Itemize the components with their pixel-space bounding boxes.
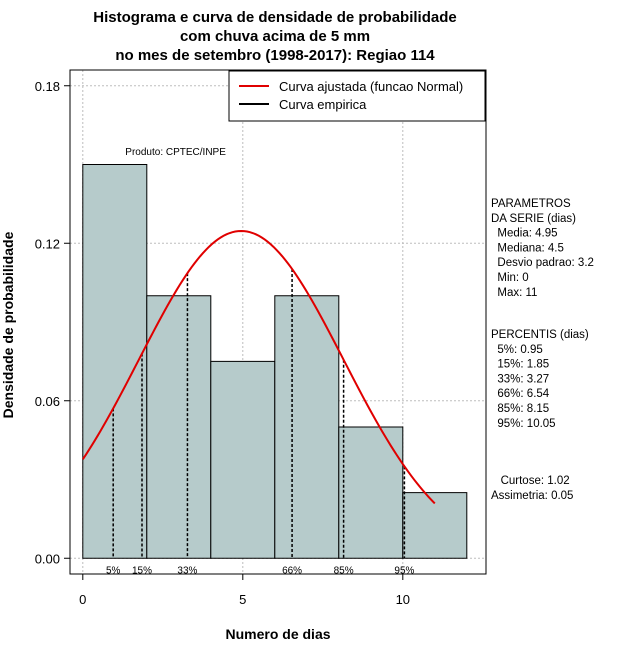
- percentile-label: 5%: [106, 565, 121, 576]
- percentile-label: 66%: [282, 565, 302, 576]
- percentile-label: 15%: [132, 565, 152, 576]
- percentile-label: 33%: [177, 565, 197, 576]
- percentile-stat-line: PERCENTIS (dias): [491, 329, 589, 341]
- x-axis: 0 5 10: [79, 574, 410, 607]
- param-line: PARAMETROS: [491, 198, 571, 210]
- percentile-stat-line: 33%: 3.27: [491, 373, 549, 385]
- percentile-stat-line: 66%: 6.54: [491, 388, 550, 400]
- x-tick-label: 0: [79, 592, 86, 607]
- title-line: no mes de setembro (1998-2017): Regiao 1…: [115, 47, 435, 64]
- percentile-label: 85%: [334, 565, 354, 576]
- param-line: Mediana: 4.5: [491, 242, 564, 254]
- histogram-bars: [82, 164, 468, 559]
- legend: Curva ajustada (funcao Normal) Curva empi…: [228, 70, 486, 122]
- y-axis-title: Densidade de probabilidade: [0, 231, 16, 418]
- legend-label: Curva empirica: [279, 97, 367, 112]
- side-panel: PARAMETROS DA SERIE (dias) Media: 4.95 Me…: [491, 198, 594, 502]
- plot-frame: [69, 69, 487, 575]
- y-tick-label: 0.18: [35, 79, 60, 94]
- percentile-stat-line: 85%: 8.15: [491, 403, 549, 415]
- x-tick-label: 5: [239, 592, 246, 607]
- legend-box: [228, 70, 486, 122]
- histogram-bar: [274, 295, 340, 559]
- legend-label: Curva ajustada (funcao Normal): [279, 79, 463, 94]
- y-tick-label: 0.12: [35, 236, 60, 251]
- shape-stat-line: Assimetria: 0.05: [491, 490, 573, 502]
- histogram-bar: [82, 164, 148, 559]
- percentile-lines: 5% 15% 33% 66% 85% 95%: [106, 268, 415, 576]
- product-annotation: Produto: CPTEC/INPE: [125, 147, 226, 158]
- x-axis-title: Numero de dias: [225, 626, 330, 642]
- histogram-bar: [146, 295, 212, 559]
- percentile-stat-line: 5%: 0.95: [491, 344, 543, 356]
- param-line: DA SERIE (dias): [491, 213, 576, 225]
- histogram-bar: [338, 426, 404, 559]
- percentile-label: 95%: [394, 565, 414, 576]
- title-line: com chuva acima de 5 mm: [180, 28, 370, 45]
- y-tick-label: 0.06: [35, 394, 60, 409]
- histogram-bar: [210, 360, 276, 559]
- param-line: Media: 4.95: [491, 228, 557, 240]
- param-line: Desvio padrao: 3.2: [491, 257, 594, 269]
- normal-curve: [81, 229, 436, 505]
- chart-title: Histograma e curva de densidade de proba…: [93, 9, 456, 64]
- percentile-stat-line: 95%: 10.05: [491, 418, 556, 430]
- title-line: Histograma e curva de densidade de proba…: [93, 9, 456, 26]
- histogram-bar: [402, 492, 468, 559]
- y-axis: 0.00 0.06 0.12 0.18: [35, 79, 70, 566]
- param-line: Max: 11: [491, 287, 537, 299]
- shape-stat-line: Curtose: 1.02: [491, 475, 570, 487]
- x-tick-label: 10: [396, 592, 410, 607]
- y-tick-label: 0.00: [35, 551, 60, 566]
- param-line: Min: 0: [491, 272, 529, 284]
- percentile-stat-line: 15%: 1.85: [491, 359, 549, 371]
